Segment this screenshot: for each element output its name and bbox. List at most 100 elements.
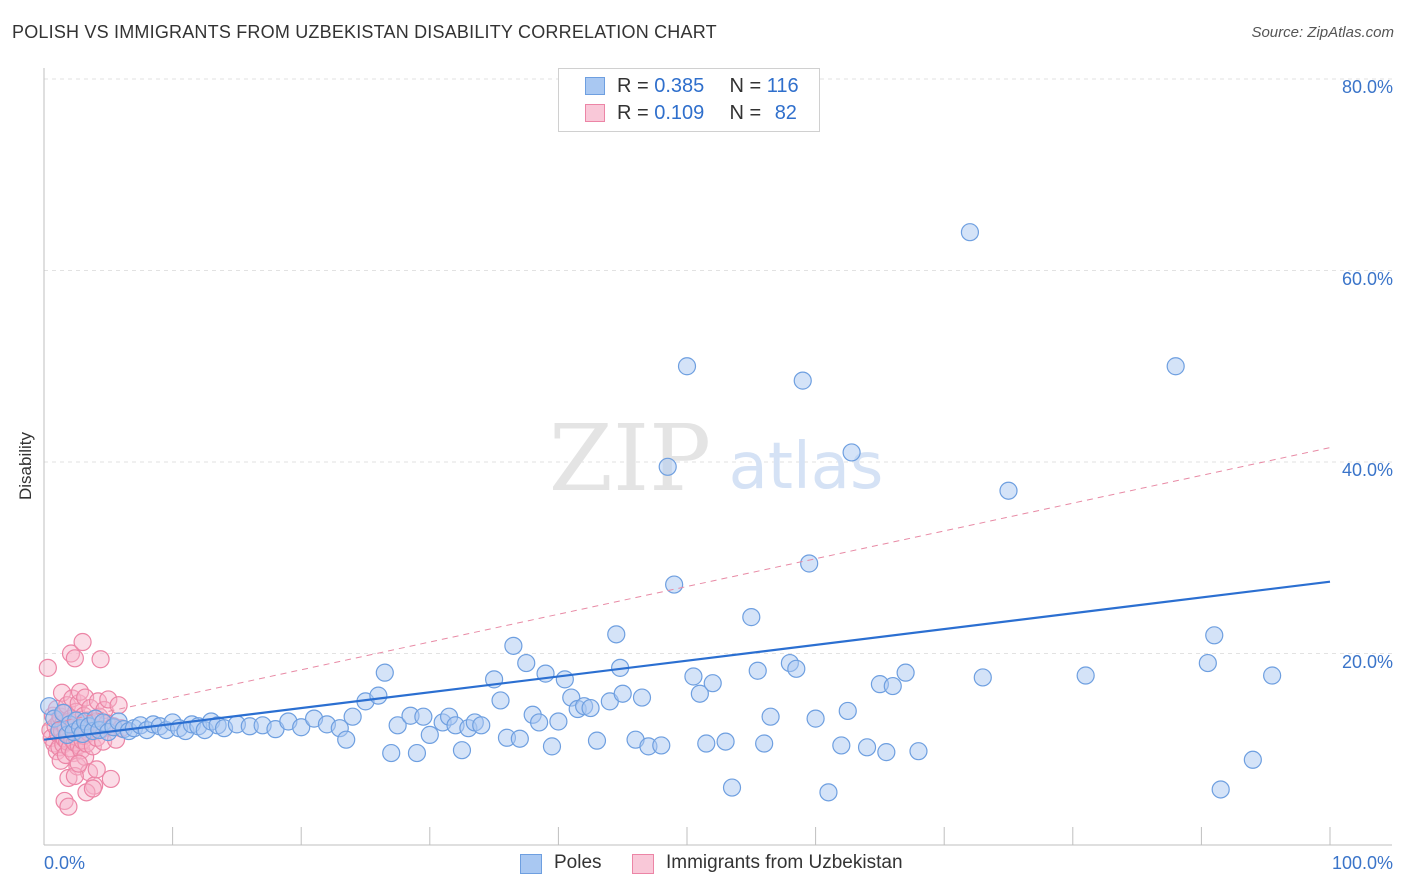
point-poles — [1205, 626, 1224, 645]
legend-label-poles: Poles — [554, 852, 602, 873]
point-poles — [472, 716, 491, 735]
point-poles — [677, 357, 697, 376]
legend-swatch-uzbekistan — [632, 854, 654, 874]
point-uzbekistan — [87, 760, 106, 779]
point-poles — [999, 481, 1018, 500]
point-uzbekistan — [91, 650, 110, 669]
point-poles — [414, 707, 433, 726]
point-poles — [1243, 750, 1262, 769]
point-poles — [407, 743, 427, 763]
point-poles — [755, 734, 774, 753]
point-poles — [838, 701, 857, 721]
point-poles — [382, 743, 401, 763]
point-poles — [292, 718, 311, 737]
watermark-zip: ZIP — [549, 405, 711, 512]
legend-n-label: N = — [729, 75, 762, 97]
trend-line-poles — [43, 580, 1331, 741]
point-poles — [632, 688, 652, 707]
point-poles — [832, 736, 851, 755]
point-poles — [716, 732, 735, 751]
legend-n-value-uzbekistan: 82 — [774, 102, 797, 124]
point-poles — [722, 778, 742, 797]
correlation-legend: R = 0.385 N = 116 R = 0.109 N = 82 — [558, 68, 820, 132]
chart-title: POLISH VS IMMIGRANTS FROM UZBEKISTAN DIS… — [12, 22, 717, 42]
point-poles — [510, 729, 529, 748]
grid-lines — [44, 78, 1392, 654]
legend-swatch-blue — [585, 77, 605, 95]
point-poles — [388, 716, 407, 735]
point-uzbekistan — [70, 682, 90, 701]
legend-label-uzbekistan: Immigrants from Uzbekistan — [666, 852, 903, 873]
point-uzbekistan — [73, 632, 92, 652]
legend-swatch-poles — [520, 854, 542, 874]
point-uzbekistan — [69, 754, 88, 773]
point-uzbekistan — [83, 779, 102, 798]
point-poles — [877, 743, 896, 762]
point-uzbekistan — [65, 649, 84, 668]
point-poles — [549, 712, 568, 731]
point-poles — [607, 625, 626, 644]
point-poles — [420, 725, 439, 744]
point-poles — [375, 663, 394, 682]
point-poles — [857, 738, 877, 757]
watermark: ZIP atlas — [549, 405, 883, 512]
point-poles — [690, 684, 709, 703]
point-poles — [504, 636, 523, 655]
point-poles — [761, 707, 780, 726]
point-poles — [684, 667, 703, 686]
source-label: Source: ZipAtlas.com — [1251, 24, 1394, 41]
point-poles — [703, 674, 722, 693]
point-poles — [793, 371, 812, 390]
point-poles — [960, 223, 980, 242]
point-poles — [806, 709, 825, 728]
point-poles — [658, 457, 677, 476]
y-tick-label: 20.0% — [1341, 651, 1393, 672]
point-poles — [581, 698, 600, 718]
point-poles — [1166, 357, 1185, 376]
point-poles — [530, 713, 549, 732]
point-poles — [742, 608, 761, 627]
legend-r-value-uzbekistan: 0.109 — [654, 102, 705, 124]
point-poles — [973, 668, 992, 687]
legend-n-value-poles: 116 — [766, 75, 799, 97]
point-poles — [883, 676, 902, 696]
point-poles — [665, 575, 684, 594]
point-poles — [1211, 780, 1230, 799]
x-tick-label: 0.0% — [44, 853, 86, 873]
point-poles — [909, 742, 928, 761]
series-poles — [40, 223, 1282, 802]
point-poles — [896, 663, 915, 682]
trend-lines — [43, 447, 1331, 741]
point-poles — [337, 730, 356, 749]
point-poles — [842, 443, 861, 462]
point-poles — [1198, 653, 1217, 673]
point-uzbekistan — [99, 690, 118, 709]
point-poles — [452, 741, 472, 760]
point-poles — [542, 737, 562, 756]
legend-r-value-poles: 0.385 — [654, 75, 705, 97]
y-tick-label: 80.0% — [1341, 77, 1393, 97]
point-poles — [491, 691, 510, 710]
point-poles — [555, 670, 574, 689]
y-tick-label: 60.0% — [1341, 268, 1393, 289]
y-tick-label: 40.0% — [1341, 460, 1393, 480]
point-poles — [517, 653, 536, 673]
point-poles — [800, 554, 819, 573]
point-poles — [697, 734, 716, 753]
point-poles — [787, 659, 806, 678]
point-poles — [1076, 666, 1095, 685]
legend-n-label: N = — [729, 102, 762, 124]
point-poles — [1263, 666, 1282, 685]
point-poles — [613, 684, 632, 703]
legend-r-label: R = — [617, 102, 649, 124]
point-poles — [343, 707, 362, 726]
point-poles — [369, 686, 388, 705]
point-poles — [587, 731, 607, 750]
point-uzbekistan — [101, 769, 120, 789]
point-uzbekistan — [109, 696, 128, 715]
point-uzbekistan — [38, 658, 57, 677]
x-tick-label: 100.0% — [1331, 853, 1393, 873]
point-poles — [652, 736, 671, 755]
legend-swatch-pink — [585, 104, 605, 122]
